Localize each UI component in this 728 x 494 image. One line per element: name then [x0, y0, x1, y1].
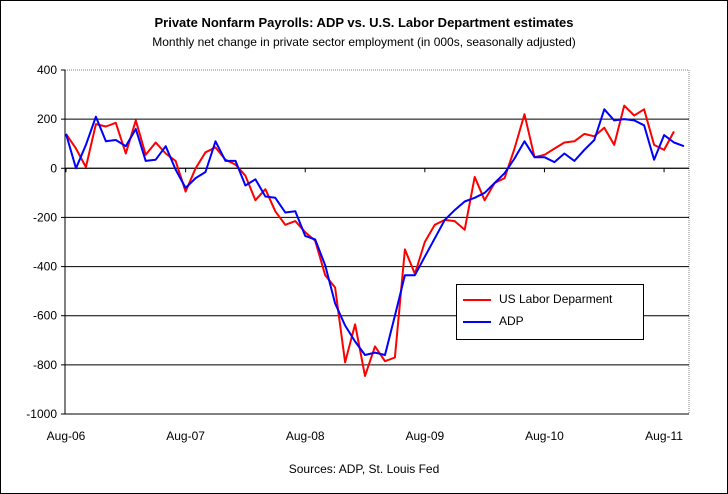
series-line-adp [65, 108, 685, 356]
y-tick-label: -200 [33, 210, 57, 224]
x-tick-label: Aug-06 [47, 429, 86, 443]
chart-source-note: Sources: ADP, St. Louis Fed [288, 462, 440, 476]
chart-legend: US Labor Deparment ADP [456, 284, 644, 340]
y-tick-label: 400 [37, 63, 57, 77]
legend-label-adp: ADP [499, 314, 524, 328]
y-tick-label: -400 [33, 260, 57, 274]
y-tick-label: -800 [33, 358, 57, 372]
chart-subtitle: Monthly net change in private sector emp… [152, 35, 576, 49]
y-tick-label: -600 [33, 309, 57, 323]
x-tick-label: Aug-09 [405, 429, 444, 443]
plot-area [64, 69, 690, 415]
legend-swatch-us-labor [463, 299, 491, 301]
legend-label-us-labor: US Labor Deparment [499, 292, 613, 306]
y-tick-label: 0 [50, 161, 57, 175]
chart-title: Private Nonfarm Payrolls: ADP vs. U.S. L… [154, 15, 574, 30]
x-tick-label: Aug-11 [645, 429, 683, 443]
y-tick-label: -1000 [26, 407, 57, 421]
x-tick-label: Aug-07 [166, 429, 205, 443]
x-tick-label: Aug-08 [286, 429, 325, 443]
legend-swatch-adp [463, 321, 491, 323]
series-line-us-labor [65, 104, 675, 377]
x-tick-label: Aug-10 [525, 429, 564, 443]
y-tick-label: 200 [37, 112, 57, 126]
